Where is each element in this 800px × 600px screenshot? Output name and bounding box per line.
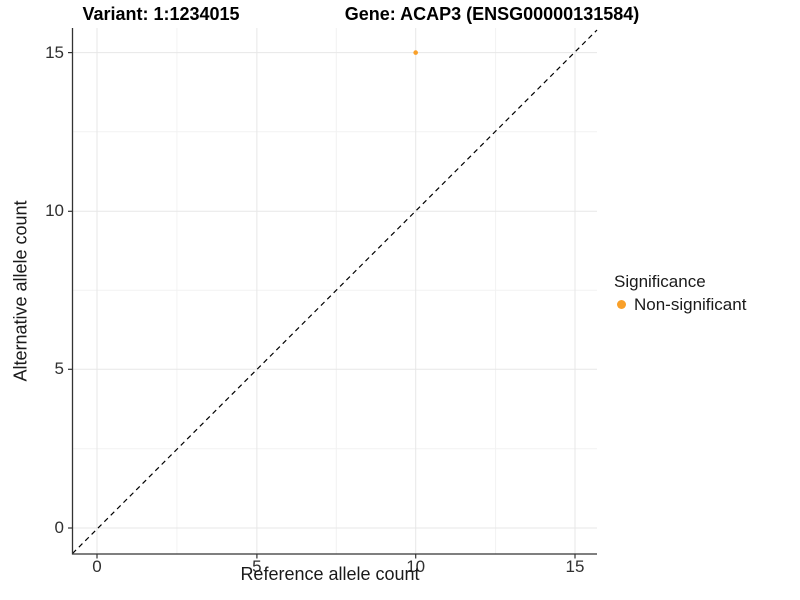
- x-axis-title: Reference allele count: [240, 564, 420, 584]
- y-tick-label-0: 0: [54, 518, 64, 537]
- legend: Significance Non-significant: [614, 272, 746, 315]
- legend-item-label: Non-significant: [634, 295, 747, 314]
- legend-item-non-significant: Non-significant: [614, 295, 746, 315]
- y-tick-label-10: 10: [45, 201, 64, 220]
- legend-title: Significance: [614, 272, 706, 291]
- non-significant-point-icon: [617, 300, 626, 309]
- axis-lines: [71, 28, 597, 555]
- gridlines-major: [72, 28, 597, 554]
- axis-tick-marks: [68, 51, 576, 559]
- x-tick-label-15: 15: [565, 557, 585, 576]
- y-axis-title: Alternative allele count: [10, 200, 31, 382]
- gene-title: Gene: ACAP3 (ENSG00000131584): [344, 4, 640, 24]
- y-tick-label-15: 15: [45, 43, 64, 62]
- data-point: [413, 50, 418, 55]
- y-tick-label-5: 5: [54, 359, 64, 378]
- gridlines-minor: [72, 28, 597, 554]
- x-tick-label-10: 10: [406, 557, 426, 576]
- x-tick-label-5: 5: [252, 557, 262, 576]
- identity-reference-line: [72, 29, 598, 554]
- variant-title: Variant: 1:1234015: [82, 4, 240, 24]
- x-tick-label-0: 0: [92, 557, 102, 576]
